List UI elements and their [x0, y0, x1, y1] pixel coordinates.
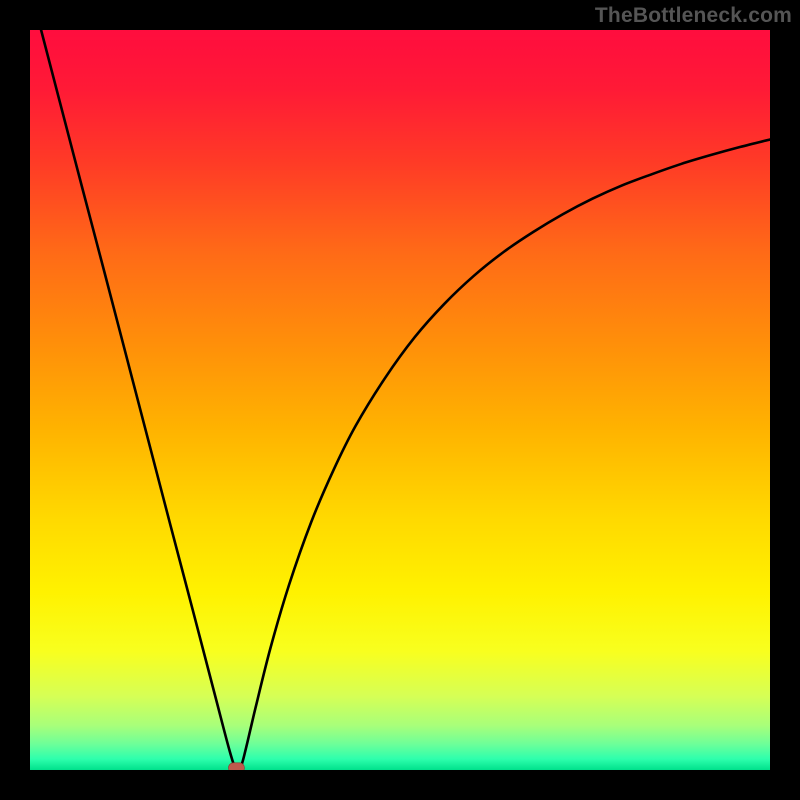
plot-svg	[30, 30, 770, 770]
minimum-marker	[228, 763, 244, 770]
plot-background	[30, 30, 770, 770]
plot-area	[30, 30, 770, 770]
chart-root: TheBottleneck.com	[0, 0, 800, 800]
watermark-text: TheBottleneck.com	[595, 4, 792, 28]
